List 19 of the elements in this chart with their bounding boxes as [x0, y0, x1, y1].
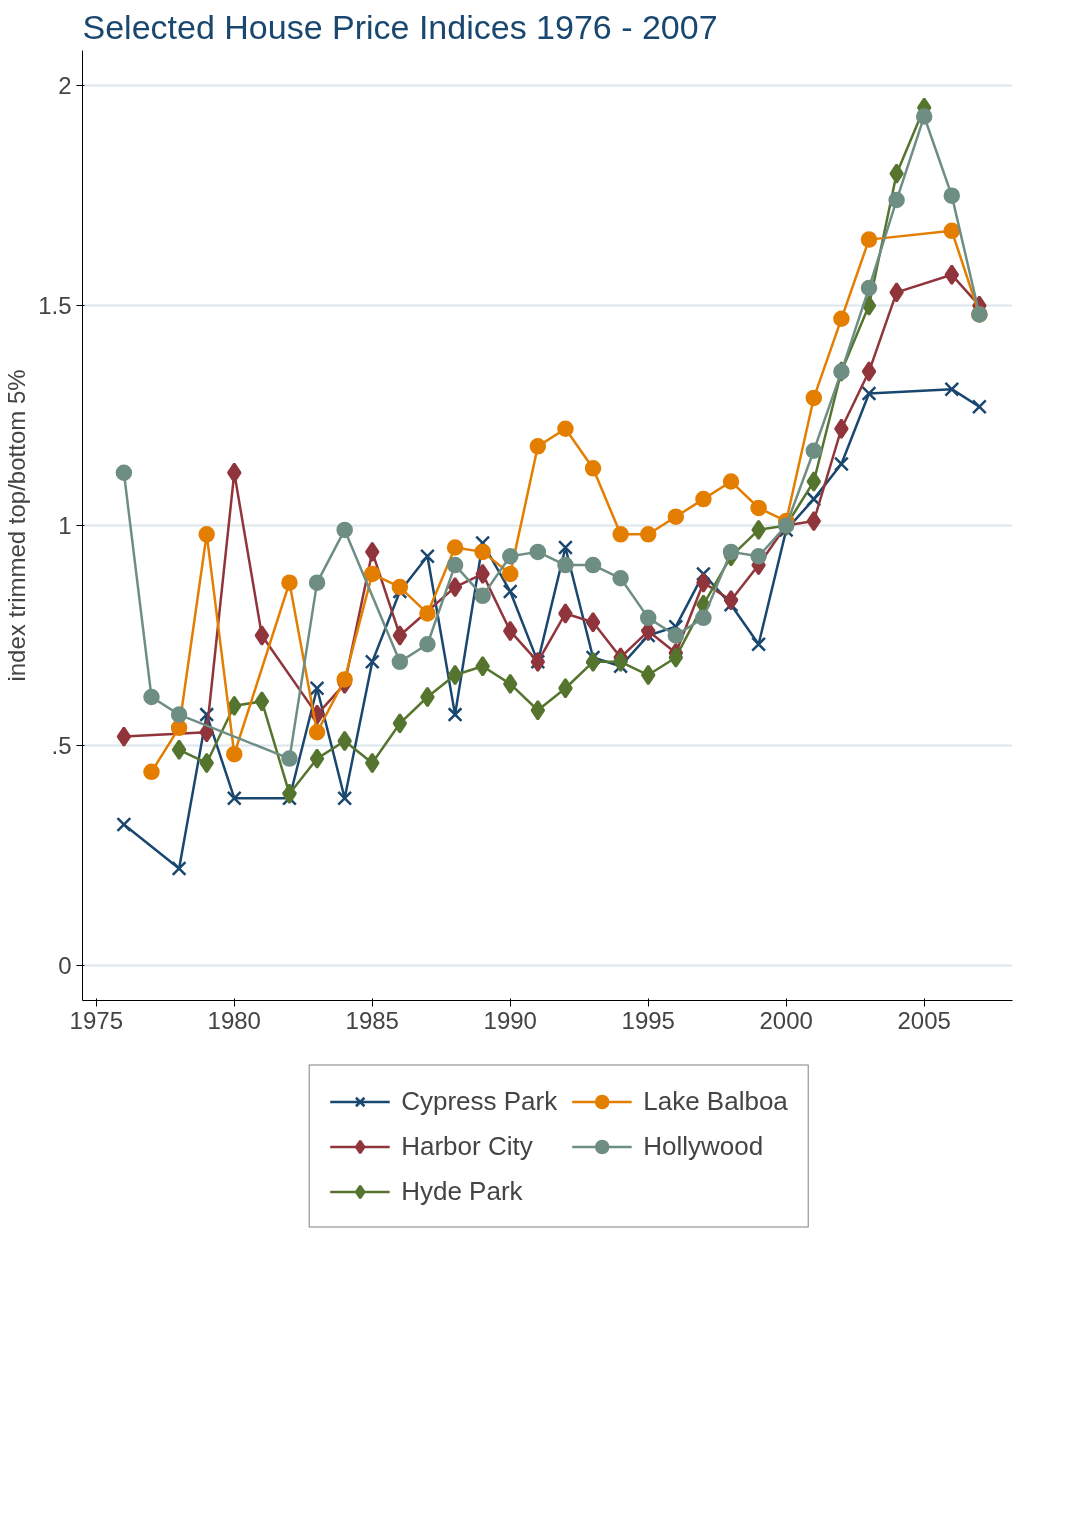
y-tick-label: 2 [58, 72, 72, 100]
legend-label: Harbor City [401, 1130, 533, 1162]
chart-title: Selected House Price Indices 1976 - 2007 [82, 7, 718, 46]
x-tick-label: 1995 [621, 1006, 675, 1034]
legend-label: Lake Balboa [643, 1085, 788, 1117]
y-tick-label: 1.5 [38, 292, 72, 320]
legend-label: Hollywood [643, 1130, 764, 1162]
y-tick-label: 0 [58, 951, 72, 979]
x-tick-label: 1985 [345, 1006, 399, 1034]
legend-label: Cypress Park [401, 1085, 558, 1117]
x-tick-label: 1990 [483, 1006, 537, 1034]
x-tick-label: 2000 [759, 1006, 813, 1034]
y-tick-label: .5 [51, 731, 72, 759]
x-tick-label: 2005 [897, 1006, 951, 1034]
y-axis-title: index trimmed top/bottom 5% [3, 369, 31, 682]
legend-label: Hyde Park [401, 1175, 523, 1207]
x-tick-label: 1975 [69, 1006, 123, 1034]
y-tick-label: 1 [58, 512, 72, 539]
x-tick-label: 1980 [207, 1006, 261, 1034]
